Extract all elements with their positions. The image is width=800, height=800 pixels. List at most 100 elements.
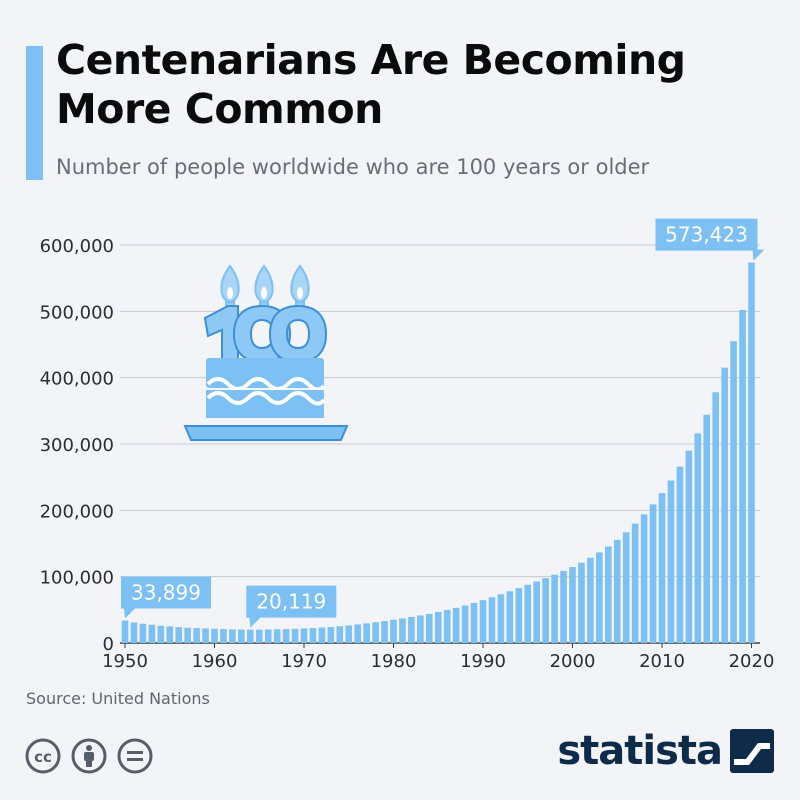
bar: [255, 629, 263, 643]
cc-icon[interactable]: cc: [24, 737, 62, 775]
bar: [488, 597, 496, 643]
bar: [560, 571, 567, 643]
bar: [748, 262, 755, 643]
bar: [596, 552, 603, 643]
bar: [578, 562, 585, 643]
y-tick-label: 100,000: [40, 568, 114, 589]
bar: [703, 414, 711, 643]
bar: [220, 629, 227, 643]
brand-name: statista: [557, 728, 723, 774]
y-tick-label: 600,000: [40, 236, 114, 257]
bar: [381, 621, 388, 643]
bar: [461, 605, 469, 643]
bar: [434, 611, 442, 643]
bar: [390, 619, 397, 643]
bar: [327, 626, 335, 643]
bar: [569, 567, 576, 643]
callout-value: 20,119: [256, 590, 326, 614]
no-derivatives-icon[interactable]: [116, 737, 154, 775]
bar: [184, 627, 191, 643]
bar: [229, 629, 236, 643]
callout-value: 33,899: [131, 581, 201, 605]
bar: [121, 620, 129, 643]
bar: [309, 628, 317, 643]
bar: [452, 607, 460, 643]
x-tick-label: 1960: [192, 651, 238, 672]
bar: [587, 557, 594, 643]
bar: [426, 613, 433, 643]
bar: [622, 532, 630, 643]
bar: [291, 628, 299, 643]
y-tick-label: 500,000: [40, 302, 114, 323]
bar: [273, 629, 281, 643]
bar: [605, 546, 612, 643]
x-tick-label: 2010: [639, 651, 685, 672]
svg-text:cc: cc: [34, 748, 52, 766]
bar: [658, 493, 666, 643]
bar: [497, 594, 505, 643]
statista-logo-icon: [730, 729, 774, 773]
page-title: Centenarians Are Becoming More Common: [56, 36, 686, 133]
bars: [121, 262, 755, 643]
bar: [524, 584, 532, 643]
y-tick-label: 200,000: [40, 501, 114, 522]
statista-brand[interactable]: statista: [557, 728, 774, 774]
bar: [676, 466, 684, 643]
bar: [730, 341, 737, 643]
bar: [372, 622, 379, 643]
birthday-cake-100-icon: [183, 264, 349, 441]
y-tick-label: 400,000: [40, 369, 114, 390]
bar: [238, 629, 245, 643]
bar: [470, 603, 478, 643]
bar: [139, 623, 147, 643]
bar: [193, 628, 200, 643]
bar: [202, 628, 209, 643]
bar: [363, 623, 370, 643]
bar: [354, 624, 361, 643]
bar: [408, 616, 415, 643]
bar: [399, 618, 406, 643]
bar: [157, 625, 165, 643]
bar: [739, 310, 746, 643]
bar: [443, 609, 451, 643]
bar: [282, 629, 290, 643]
bar: [175, 627, 182, 643]
bar: [148, 624, 156, 643]
bar: [318, 627, 326, 643]
bar: [542, 578, 549, 643]
x-tick-label: 2000: [550, 651, 596, 672]
bar: [721, 367, 728, 643]
source-note: Source: United Nations: [26, 689, 210, 708]
axes: 0 100,000 200,000 300,000 400,000 500,000 600,…: [40, 236, 775, 672]
attribution-icon[interactable]: [70, 737, 108, 775]
y-tick-label: 300,000: [40, 435, 114, 456]
license-icons: cc: [24, 737, 154, 775]
callout-value: 573,423: [665, 223, 748, 247]
bar: [667, 480, 675, 643]
value-callout: 33,899: [121, 576, 211, 619]
bar: [631, 523, 639, 643]
bar: [712, 392, 719, 643]
page-subtitle: Number of people worldwide who are 100 y…: [56, 155, 650, 179]
bar: [211, 628, 218, 643]
value-callout: 573,423: [655, 218, 765, 261]
bar: [506, 591, 514, 643]
x-tick-label: 1980: [371, 651, 417, 672]
bar: [417, 615, 424, 643]
bar: [694, 433, 702, 643]
x-tick-label: 2020: [729, 651, 775, 672]
bar: [613, 539, 621, 643]
x-tick-label: 1990: [460, 651, 506, 672]
bar: [479, 600, 487, 643]
x-tick-label: 1950: [102, 651, 148, 672]
annotations: 33,899 20,119 573,423: [121, 218, 765, 628]
bar: [685, 450, 693, 643]
bar: [345, 625, 353, 643]
bar: [649, 504, 657, 643]
centenarians-bar-chart: 0 100,000 200,000 300,000 400,000 500,000 600,…: [40, 218, 775, 672]
bar: [166, 626, 174, 643]
bar: [336, 626, 344, 643]
bar: [515, 588, 523, 643]
bar: [551, 574, 558, 643]
bar: [533, 581, 540, 643]
